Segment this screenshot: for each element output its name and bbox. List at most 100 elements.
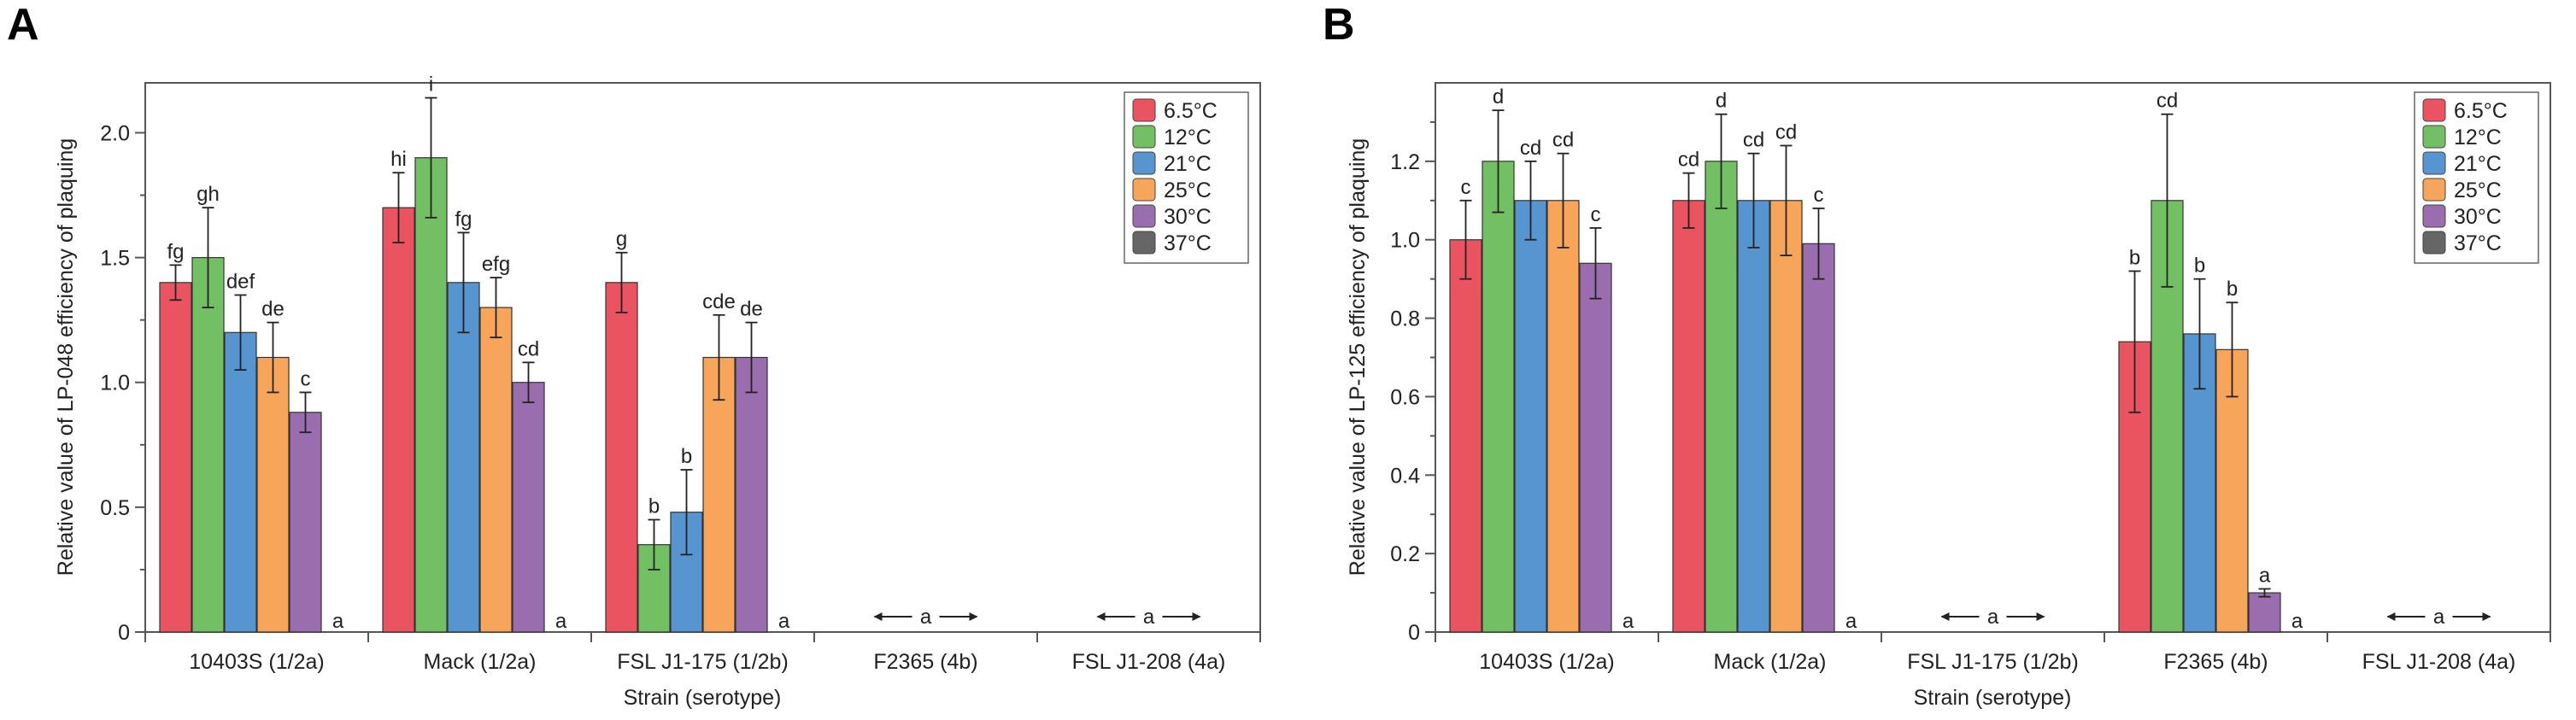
legend-swatch	[2422, 151, 2446, 175]
legend-swatch	[1132, 231, 1156, 255]
category-label: 10403S (1/2a)	[1479, 650, 1614, 674]
y-axis-title-b: Relative value of LP-125 efficiency of p…	[1346, 138, 1370, 576]
significance-letter: d	[1493, 85, 1504, 108]
y-tick-label: 0.8	[1390, 307, 1420, 331]
legend-b: 6.5°C 12°C 21°C 25°C 30°C37°C	[2414, 91, 2539, 264]
significance-letter: g	[616, 228, 627, 251]
legend-label: 6.5°C	[2454, 99, 2508, 123]
bar	[1737, 200, 1770, 633]
bar	[1514, 200, 1547, 633]
significance-letter: c	[1461, 176, 1471, 199]
bar	[1579, 262, 1612, 633]
legend-label: 30°C	[2454, 205, 2502, 229]
bar	[702, 356, 736, 633]
significance-letter: cd	[1678, 149, 1699, 172]
y-tick-label: 2.0	[100, 121, 130, 145]
bar	[1802, 243, 1835, 633]
significance-letter: de	[740, 298, 763, 321]
significance-letter: a	[1622, 610, 1634, 633]
y-tick-label: 0.6	[1390, 385, 1420, 409]
bar	[289, 412, 322, 633]
category-label: F2365 (4b)	[873, 650, 977, 674]
bar	[224, 331, 257, 633]
significance-letter: def	[226, 270, 255, 293]
significance-letter: c	[301, 367, 311, 390]
significance-letter: b	[2227, 278, 2238, 301]
legend-label: 25°C	[1164, 179, 1212, 202]
category-label: FSL J1-175 (1/2b)	[617, 650, 789, 674]
significance-letter: hi	[390, 148, 407, 171]
legend-label: 12°C	[1164, 126, 1212, 149]
legend-swatch	[1132, 151, 1156, 175]
significance-letter: a	[2291, 610, 2303, 633]
bar	[159, 282, 192, 633]
significance-letter: cd	[518, 337, 539, 360]
y-tick-label: 1.5	[100, 247, 130, 271]
group-annotation-letter: a	[1987, 606, 1999, 629]
significance-letter: a	[332, 610, 344, 633]
panel-a: A 00.51.01.52.0 fgghdefdecahiifgefgcdagb…	[7, 0, 1261, 710]
legend-swatch	[2422, 125, 2446, 149]
significance-letter: b	[681, 445, 692, 468]
category-label: FSL J1-175 (1/2b)	[1907, 650, 2079, 674]
legend-label: 21°C	[1164, 152, 1212, 176]
legend-swatch	[1132, 204, 1156, 228]
bar	[1482, 161, 1515, 633]
significance-letter: fg	[167, 240, 184, 263]
y-tick-label: 0.2	[1390, 542, 1420, 566]
group-annotation-letter: a	[2433, 606, 2445, 629]
significance-letter: a	[2259, 564, 2271, 587]
legend-label: 30°C	[1164, 205, 1212, 229]
legend-label: 21°C	[2454, 152, 2502, 176]
x-axis-title-a: Strain (serotype)	[624, 686, 782, 710]
significance-letter: c	[1814, 184, 1824, 207]
legend-label: 12°C	[2454, 126, 2502, 149]
legend-label: 6.5°C	[1164, 99, 1218, 123]
bar	[414, 157, 448, 633]
bar	[1546, 200, 1580, 633]
significance-letter: gh	[197, 183, 220, 206]
significance-letter: cd	[2156, 90, 2178, 113]
significance-letter: cd	[1743, 129, 1764, 152]
significance-letter: a	[1845, 610, 1857, 633]
significance-letter: b	[648, 495, 660, 518]
category-label: 10403S (1/2a)	[189, 650, 324, 674]
y-tick-label: 1.0	[1390, 229, 1420, 253]
significance-letter: de	[261, 298, 285, 321]
category-labels-a: 10403S (1/2a) Mack (1/2a) FSL J1-175 (1/2b…	[144, 632, 1261, 674]
significance-letter: b	[2194, 255, 2205, 278]
legend-swatch	[1132, 98, 1156, 122]
significance-letter: cde	[702, 290, 736, 313]
y-axis-b: 0 0.2 0.4 0.6 0.8 1.0 1.2	[1390, 120, 1435, 645]
significance-letter: b	[2129, 246, 2140, 269]
significance-letter: cd	[1552, 129, 1574, 152]
significance-letter: d	[1716, 90, 1727, 113]
legend-swatch	[2422, 204, 2446, 228]
bar	[1769, 200, 1803, 633]
bar	[256, 356, 290, 633]
legend-swatch	[2422, 178, 2446, 202]
significance-letter: cd	[1775, 120, 1797, 143]
legend-label: 37°C	[2454, 231, 2502, 255]
bar	[382, 207, 415, 633]
bar	[447, 282, 480, 633]
panel-letter-b: B	[1323, 0, 1355, 50]
category-label: FSL J1-208 (4a)	[1072, 650, 1226, 674]
legend-swatch	[1132, 125, 1156, 149]
significance-letter: a	[555, 610, 567, 633]
bar	[1705, 161, 1738, 633]
significance-letter: efg	[482, 253, 510, 276]
significance-letter: c	[1591, 203, 1601, 226]
y-tick-label: 1.2	[1390, 150, 1420, 174]
significance-letter: a	[778, 610, 790, 633]
category-label: F2365 (4b)	[2163, 650, 2268, 674]
bar	[605, 282, 638, 633]
bar	[1449, 239, 1482, 633]
significance-letter: i	[429, 73, 433, 97]
bar	[512, 382, 545, 633]
panel-letter-a: A	[7, 0, 39, 50]
